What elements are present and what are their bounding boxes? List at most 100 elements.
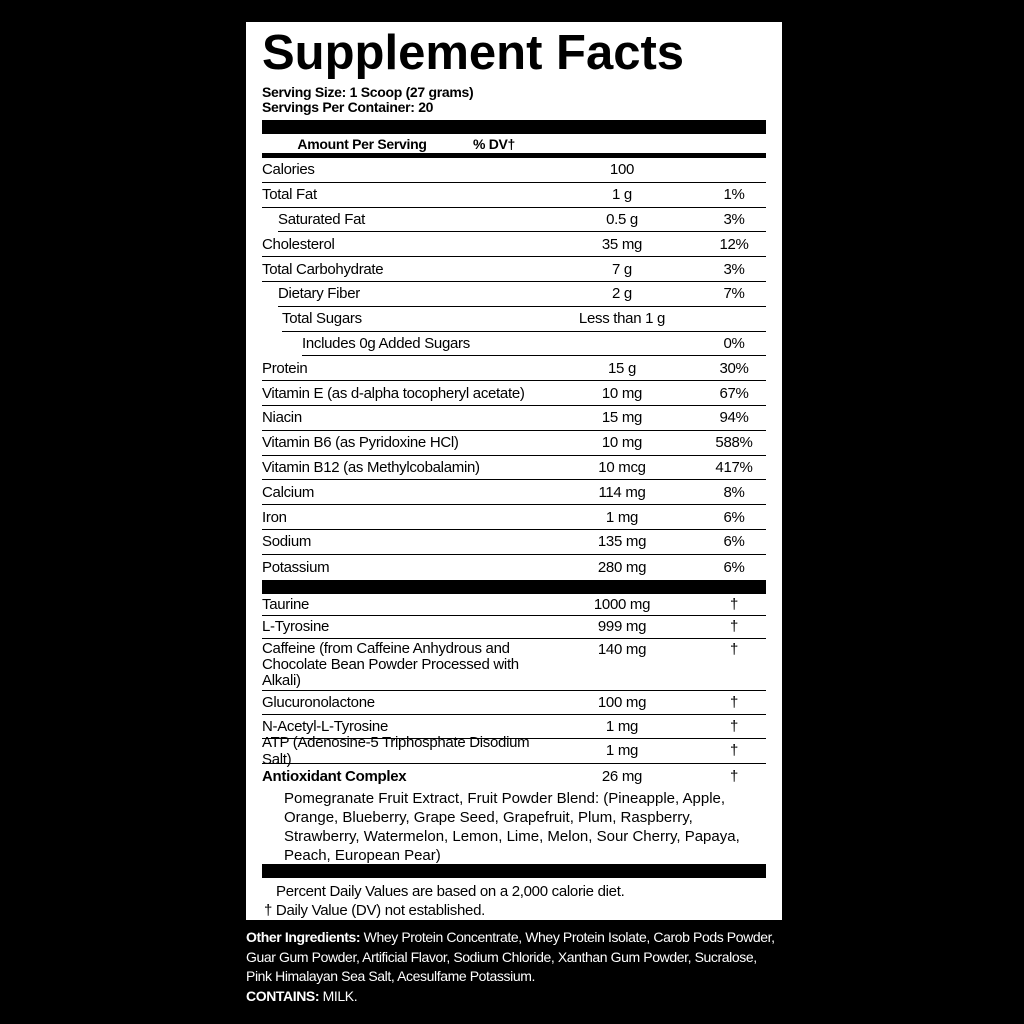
amount: 1 g — [612, 186, 632, 204]
nutrient-name: Caffeine (from Caffeine Anhydrous and Ch… — [262, 639, 519, 689]
amount: 7 g — [612, 260, 632, 278]
rule — [262, 153, 766, 158]
amount: 140 mg — [597, 640, 647, 658]
row: Vitamin B12 (as Methylcobalamin) 10 mcg 41… — [262, 456, 766, 481]
amount: 100 mg — [597, 693, 647, 711]
daily-value: 12% — [719, 235, 749, 253]
row: Antioxidant Complex 26 mg † — [262, 764, 766, 789]
text: Whey Protein Concentrate, Whey Protein I… — [246, 929, 775, 984]
daily-value: 6% — [723, 508, 745, 526]
ingredient-list: Taurine 1000 mg † L-Tyrosine 999 mg † Caffeine… — [262, 594, 766, 864]
row: Niacin 15 mg 94% — [262, 406, 766, 431]
nutrient-name: Sodium — [262, 533, 312, 551]
daily-value: 0% — [723, 334, 745, 352]
nutrient-name: Includes 0g Added Sugars — [302, 334, 470, 352]
row: Total Carbohydrate 7 g 3% — [262, 257, 766, 282]
title: Supplement Facts — [262, 26, 685, 80]
daily-value: † — [729, 595, 739, 613]
label: Other Ingredients: — [246, 929, 361, 945]
thick-rule — [262, 863, 766, 878]
amount: 10 mg — [601, 384, 643, 402]
amount: 10 mg — [601, 434, 643, 452]
nutrient-name: Potassium — [262, 558, 330, 576]
nutrient-name: Calcium — [262, 483, 315, 501]
nutrient-name: Total Carbohydrate — [262, 260, 384, 278]
nutrient-name: Dietary Fiber — [278, 285, 360, 303]
amount: 10 mcg — [598, 458, 646, 476]
row: N-Acetyl-L-Tyrosine 1 mg † — [262, 715, 766, 739]
daily-value: 588% — [715, 434, 753, 452]
blend-description: Pomegranate Fruit Extract, Fruit Powder … — [284, 789, 740, 864]
amount: 280 mg — [597, 558, 647, 576]
label: CONTAINS: — [246, 987, 320, 1004]
amount: 135 mg — [597, 533, 647, 551]
serving-size: Serving Size: 1 Scoop (27 grams) — [262, 85, 766, 100]
row: Total Fat 1 g 1% — [262, 183, 766, 208]
nutrient-name: Total Sugars — [282, 310, 362, 328]
row: Dietary Fiber 2 g 7% — [278, 282, 766, 307]
amount: 1 mg — [605, 742, 639, 760]
row: Taurine 1000 mg † — [262, 594, 766, 616]
row: ATP (Adenosine-5 Triphosphate Disodium S… — [262, 734, 766, 768]
amount: 35 mg — [601, 235, 643, 253]
nutrient-name: Glucuronolactone — [262, 693, 375, 711]
nutrient-name: Vitamin E (as d-alpha tocopheryl acetate… — [262, 384, 525, 402]
thick-rule — [262, 579, 766, 594]
amount-header: Amount Per Serving — [297, 135, 427, 152]
label: Serving Size: — [262, 84, 347, 100]
row: Sodium 135 mg 6% — [262, 530, 766, 555]
amount: 114 mg — [598, 483, 646, 501]
nutrient-name: Total Fat — [262, 186, 317, 204]
label: Servings Per Container: — [262, 99, 415, 115]
nutrient-name: L-Tyrosine — [262, 618, 330, 636]
daily-value: † — [729, 693, 739, 711]
amount: 1 mg — [605, 717, 639, 735]
row: Includes 0g Added Sugars 0% — [302, 332, 766, 357]
amount: 26 mg — [601, 767, 643, 785]
nutrient-name: Vitamin B12 (as Methylcobalamin) — [262, 458, 480, 476]
daily-value: † — [729, 640, 739, 658]
row: Cholesterol 35 mg 12% — [262, 232, 766, 258]
daily-value: 67% — [719, 384, 749, 402]
nutrient-name: ATP (Adenosine-5 Triphosphate Disodium S… — [262, 733, 530, 768]
thick-rule — [262, 120, 766, 134]
daily-value: 6% — [723, 558, 745, 576]
amount: 2 g — [612, 285, 632, 303]
dv-header: % DV† — [472, 135, 516, 152]
nutrient-name: Antioxidant Complex — [262, 767, 407, 785]
value: 20 — [418, 99, 434, 115]
daily-value: † — [729, 767, 739, 785]
footnote: † Daily Value (DV) not established. — [264, 901, 486, 919]
row: Calories 100 — [262, 158, 766, 183]
row: Calcium 114 mg 8% — [262, 480, 766, 506]
nutrient-name: N-Acetyl-L-Tyrosine — [262, 717, 388, 735]
daily-value: 417% — [715, 458, 753, 476]
nutrient-name: Cholesterol — [262, 235, 335, 253]
row: Total Sugars Less than 1 g — [282, 307, 766, 332]
daily-value: 1% — [723, 186, 745, 204]
daily-value: 3% — [723, 210, 745, 228]
amount: 15 mg — [601, 409, 643, 427]
amount: 100 — [609, 161, 635, 179]
other-ingredients: Other Ingredients: Whey Protein Concentr… — [246, 928, 776, 1006]
text: MILK. — [322, 987, 358, 1004]
servings-per-container: Servings Per Container: 20 — [262, 100, 766, 115]
supplement-facts-panel: Supplement Facts Serving Size: 1 Scoop (… — [246, 22, 782, 920]
daily-value: † — [729, 618, 739, 636]
nutrient-name: Saturated Fat — [278, 210, 365, 228]
nutrient-list: Calories 100 Total Fat 1 g 1% Saturated Fat 0.… — [262, 158, 766, 580]
amount: 0.5 g — [606, 210, 638, 228]
daily-value: 8% — [723, 483, 745, 501]
value: 1 Scoop (27 grams) — [349, 84, 474, 100]
row: L-Tyrosine 999 mg † — [262, 616, 766, 639]
nutrient-name: Taurine — [262, 595, 310, 613]
row: Caffeine (from Caffeine Anhydrous and Ch… — [262, 639, 766, 691]
column-header: Amount Per Serving % DV† — [262, 134, 766, 153]
row: Iron 1 mg 6% — [262, 505, 766, 530]
nutrient-name: Vitamin B6 (as Pyridoxine HCl) — [262, 434, 459, 452]
footnote: Percent Daily Values are based on a 2,00… — [276, 882, 625, 900]
daily-value: 94% — [719, 409, 749, 427]
row: Saturated Fat 0.5 g 3% — [278, 208, 766, 233]
nutrient-name: Iron — [262, 508, 287, 526]
row: Protein 15 g 30% — [262, 356, 766, 382]
